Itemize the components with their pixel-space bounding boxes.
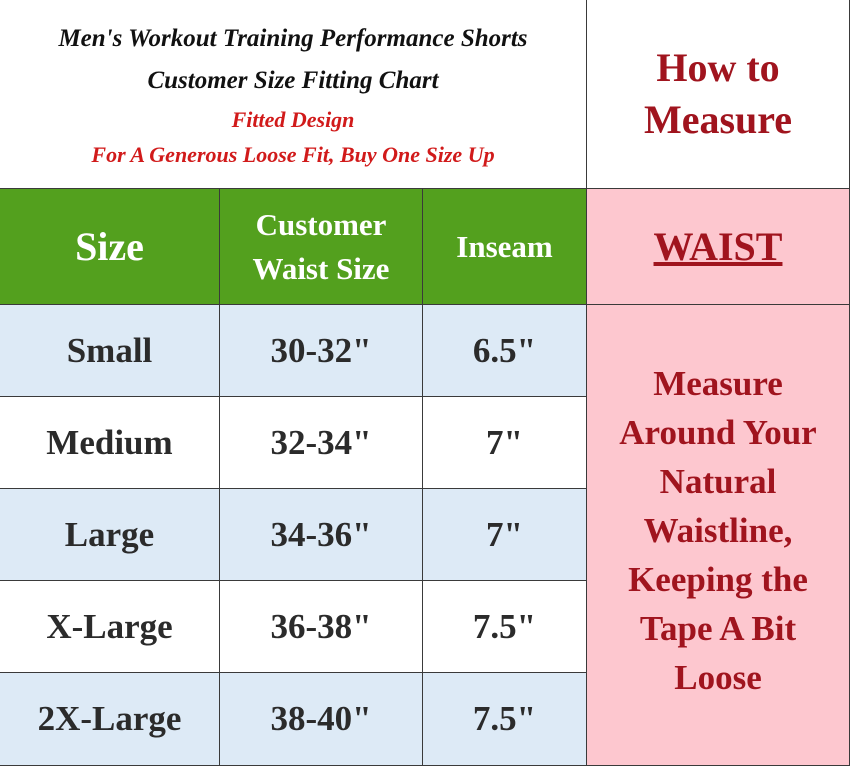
how-to-measure-heading: How to Measure <box>587 0 850 189</box>
column-header-waist: Customer Waist Size <box>220 189 423 305</box>
how-to-line: How to <box>656 45 780 90</box>
waist-cell: 34-36" <box>220 489 423 581</box>
size-up-note: For A Generous Loose Fit, Buy One Size U… <box>91 142 495 167</box>
inseam-cell: 6.5" <box>423 305 587 397</box>
waist-cell: 30-32" <box>220 305 423 397</box>
size-cell: Large <box>0 489 220 581</box>
waist-measure-heading: WAIST <box>587 189 850 305</box>
waist-cell: 32-34" <box>220 397 423 489</box>
chart-subtitle: Customer Size Fitting Chart <box>147 67 439 94</box>
fit-note: Fitted Design <box>231 107 355 132</box>
waist-header-line2: Waist Size <box>252 250 390 286</box>
measure-line: Measure <box>643 97 793 142</box>
size-cell: Medium <box>0 397 220 489</box>
inseam-cell: 7.5" <box>423 581 587 673</box>
inseam-cell: 7.5" <box>423 673 587 766</box>
product-title: Men's Workout Training Performance Short… <box>58 25 528 52</box>
waist-header-line1: Customer <box>255 206 387 242</box>
column-header-size: Size <box>0 189 220 305</box>
inseam-cell: 7" <box>423 489 587 581</box>
inseam-cell: 7" <box>423 397 587 489</box>
waist-cell: 36-38" <box>220 581 423 673</box>
waist-measure-instructions: Measure Around Your Natural Waistline, K… <box>587 305 850 766</box>
size-cell: 2X-Large <box>0 673 220 766</box>
chart-title-block: Men's Workout Training Performance Short… <box>0 0 587 189</box>
column-header-inseam: Inseam <box>423 189 587 305</box>
size-cell: Small <box>0 305 220 397</box>
waist-cell: 38-40" <box>220 673 423 766</box>
size-cell: X-Large <box>0 581 220 673</box>
